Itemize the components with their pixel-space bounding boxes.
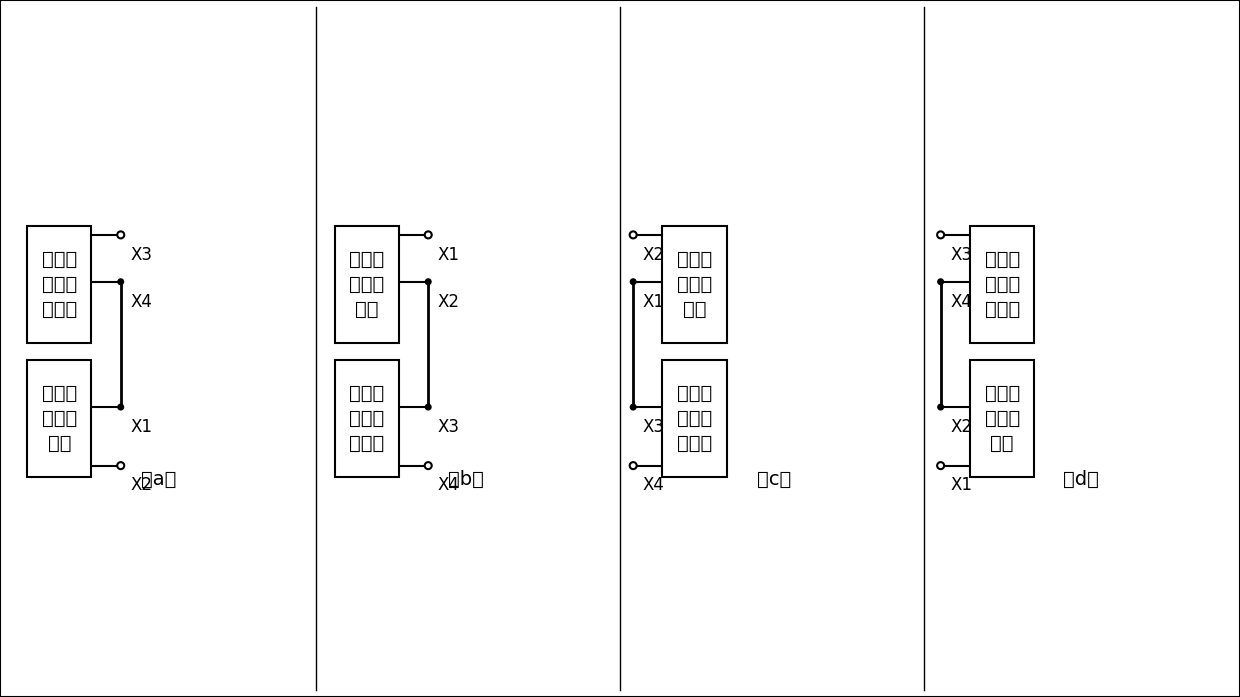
Bar <box>335 226 399 343</box>
Circle shape <box>118 404 124 410</box>
Circle shape <box>425 404 432 410</box>
Text: 晶闸管
换流器
单元: 晶闸管 换流器 单元 <box>42 384 77 453</box>
Text: 电压源
型换流
器单元: 电压源 型换流 器单元 <box>985 250 1019 319</box>
Circle shape <box>424 462 432 469</box>
Circle shape <box>118 462 124 469</box>
Text: X2: X2 <box>438 293 460 311</box>
Text: 晶闸管
换流器
单元: 晶闸管 换流器 单元 <box>350 250 384 319</box>
Text: X2: X2 <box>642 246 665 263</box>
Circle shape <box>424 231 432 238</box>
Text: 电压源
型换流
器单元: 电压源 型换流 器单元 <box>42 250 77 319</box>
Bar <box>970 226 1034 343</box>
Bar <box>27 226 92 343</box>
Text: X3: X3 <box>438 418 460 436</box>
Text: （c）: （c） <box>756 470 791 489</box>
Text: X3: X3 <box>130 246 153 263</box>
Bar <box>662 360 727 477</box>
Circle shape <box>937 279 944 284</box>
Bar <box>335 360 399 477</box>
Circle shape <box>937 462 944 469</box>
Text: X3: X3 <box>642 418 665 436</box>
Text: （a）: （a） <box>141 470 176 489</box>
Text: X3: X3 <box>950 246 972 263</box>
Circle shape <box>425 279 432 284</box>
Bar <box>27 360 92 477</box>
Text: X4: X4 <box>950 293 972 311</box>
Circle shape <box>630 404 636 410</box>
Text: X1: X1 <box>130 418 153 436</box>
Circle shape <box>937 231 944 238</box>
Text: X1: X1 <box>642 293 665 311</box>
Text: X4: X4 <box>130 293 153 311</box>
Text: X1: X1 <box>950 477 972 494</box>
Circle shape <box>630 231 636 238</box>
Text: （b）: （b） <box>449 470 484 489</box>
Text: 晶闸管
换流器
单元: 晶闸管 换流器 单元 <box>677 250 712 319</box>
Bar <box>662 226 727 343</box>
Circle shape <box>937 404 944 410</box>
Text: X1: X1 <box>438 246 460 263</box>
Text: X4: X4 <box>438 477 460 494</box>
Text: 晶闸管
换流器
单元: 晶闸管 换流器 单元 <box>985 384 1019 453</box>
Text: 电压源
型换流
器单元: 电压源 型换流 器单元 <box>350 384 384 453</box>
Bar <box>970 360 1034 477</box>
Text: X2: X2 <box>130 477 153 494</box>
Circle shape <box>118 231 124 238</box>
Text: X2: X2 <box>950 418 972 436</box>
Text: X4: X4 <box>642 477 665 494</box>
Circle shape <box>630 462 636 469</box>
Circle shape <box>630 279 636 284</box>
Text: （d）: （d） <box>1063 470 1099 489</box>
Text: 电压源
型换流
器单元: 电压源 型换流 器单元 <box>677 384 712 453</box>
Circle shape <box>118 279 124 284</box>
